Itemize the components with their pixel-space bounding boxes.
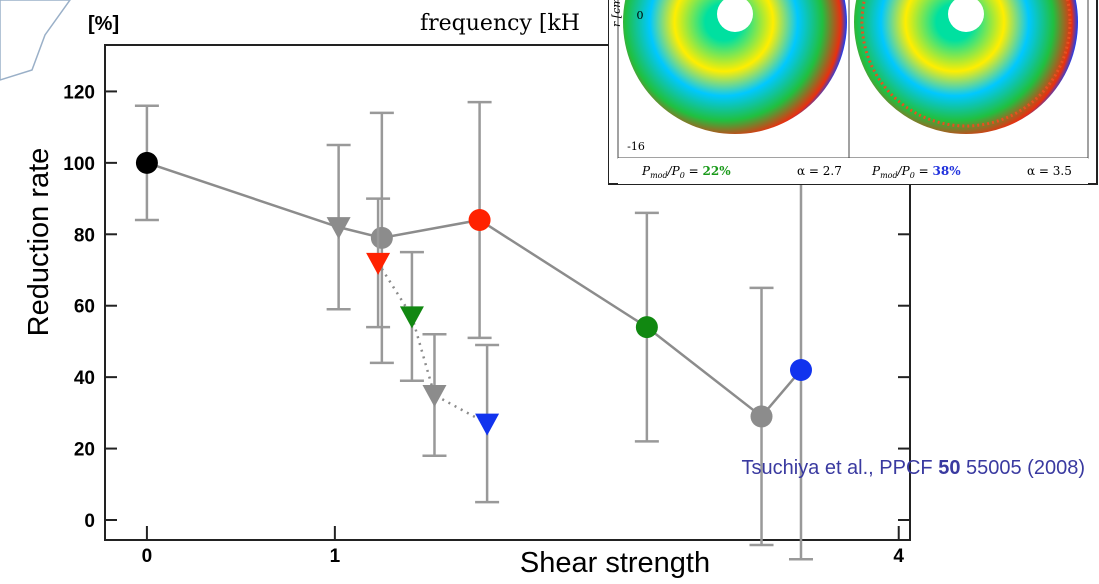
caption-p0: /P	[667, 164, 681, 178]
y-axis-label: Reduction rate	[23, 148, 55, 337]
data-point	[469, 209, 491, 231]
y-tick-label: 80	[74, 225, 95, 246]
data-point	[136, 152, 158, 174]
data-point	[475, 414, 499, 436]
inset-tick: -16	[627, 140, 645, 153]
caption-eq: =	[915, 164, 933, 178]
data-point	[751, 405, 773, 427]
y-tick-label: 20	[74, 440, 95, 461]
y-tick-label: 0	[84, 511, 95, 532]
data-point	[422, 385, 446, 407]
inset-axis-label: r [cm]	[610, 0, 623, 27]
caption-ratio: 38%	[933, 164, 962, 178]
data-point	[371, 227, 393, 249]
y-unit: [%]	[88, 13, 119, 35]
citation: Tsuchiya et al., PPCF 50 55005 (2008)	[741, 457, 1085, 479]
data-point	[366, 253, 390, 275]
data-point	[790, 359, 812, 381]
caption-sub: mod	[880, 171, 898, 180]
callout-shape	[0, 0, 70, 80]
x-tick-label: 1	[330, 546, 341, 567]
citation-part: 55005 (2008)	[960, 457, 1085, 479]
series-line	[147, 163, 801, 417]
citation-part: 50	[938, 457, 960, 479]
x-tick-label: 0	[142, 546, 153, 567]
data-point	[636, 316, 658, 338]
x-tick-label: 4	[893, 546, 904, 567]
caption-p0: /P	[897, 164, 911, 178]
caption-sub: mod	[650, 171, 668, 180]
data-point	[400, 306, 424, 328]
inset-tick: 0	[637, 9, 644, 22]
x-axis-label: Shear strength	[520, 547, 710, 579]
citation-part: Tsuchiya et al., PPCF	[741, 457, 938, 479]
y-tick-label: 60	[74, 297, 95, 318]
inset-alpha: α = 3.5	[1027, 164, 1072, 178]
y-tick-label: 120	[63, 82, 95, 103]
y-tick-label: 40	[74, 368, 95, 389]
top-label: frequency [kH	[420, 11, 580, 36]
inset-alpha: α = 2.7	[797, 164, 842, 178]
y-tick-label: 100	[63, 154, 95, 175]
chart: 020406080100120014 r [cm] 0 -16 Pmod/P0 …	[0, 0, 1099, 584]
caption-eq: =	[685, 164, 703, 178]
caption-ratio: 22%	[703, 164, 732, 178]
